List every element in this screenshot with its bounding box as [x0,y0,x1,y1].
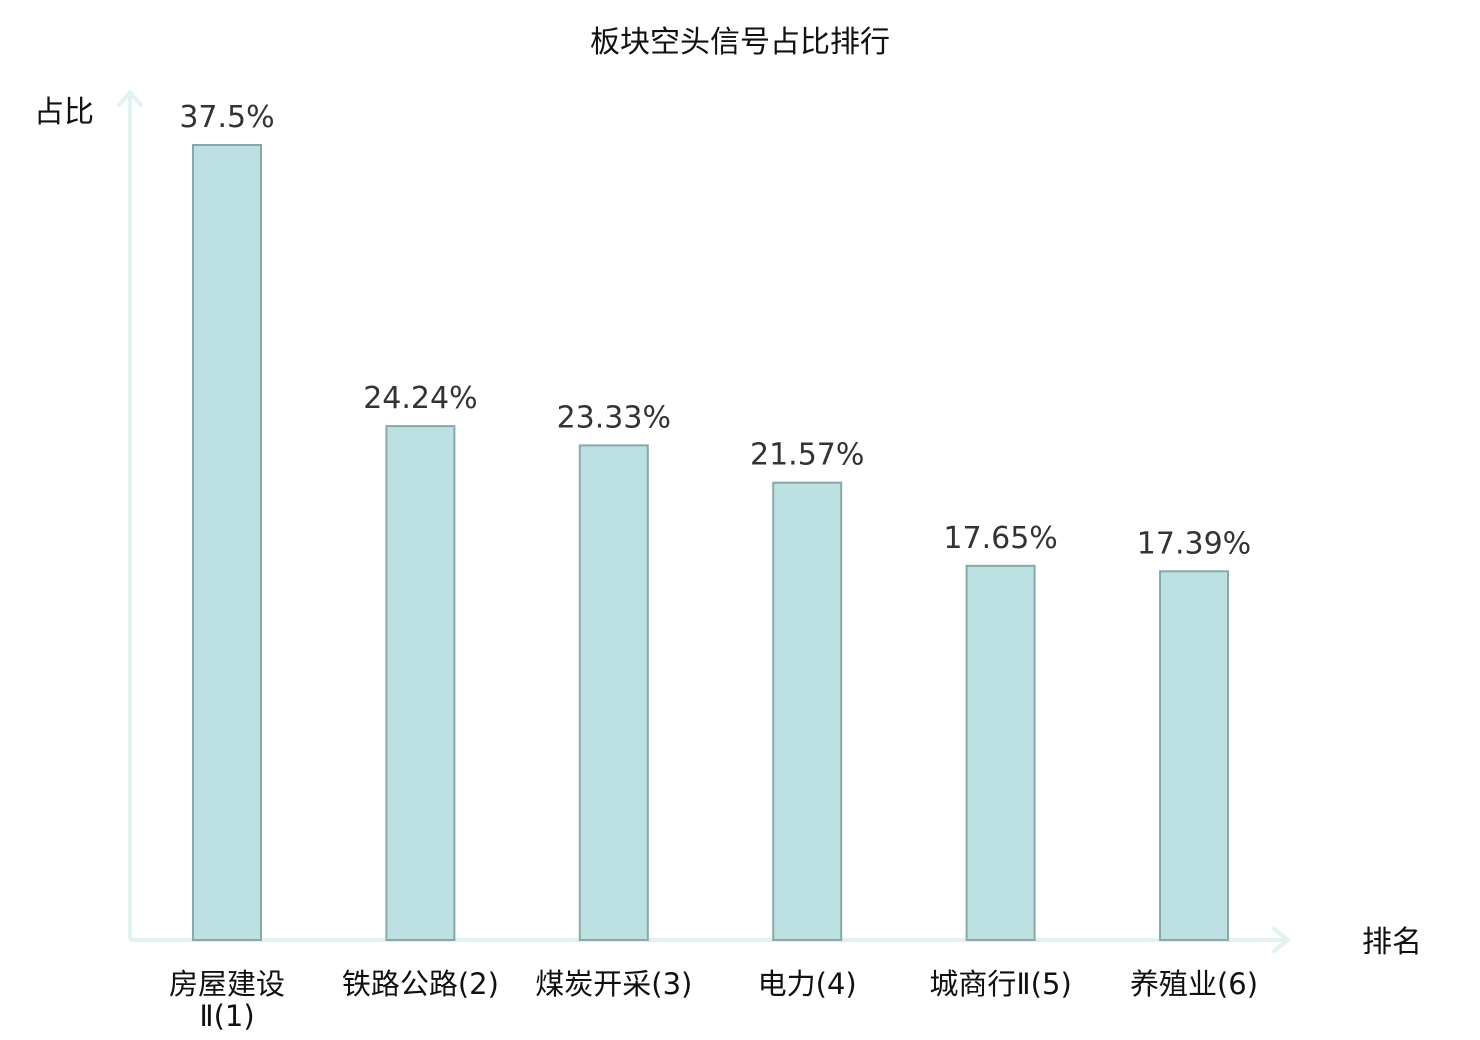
x-tick-label: 电力(4) [758,967,857,1001]
bar [385,425,456,942]
x-tick-label: 铁路公路(2) [342,967,499,1001]
x-tick-label: 养殖业(6) [1130,967,1258,1001]
bars-group: 37.5% 房屋建设 Ⅱ(1) 24.24% 铁路公路(2) 23.33% 煤炭开采(3) 2… [169,100,1258,1033]
x-axis-label: 排名 [1362,925,1422,960]
chart-title: 板块空头信号占比排行 [590,25,890,60]
bar [772,481,843,941]
x-tick-label: 房屋建设 Ⅱ(1) [169,967,285,1033]
x-tick-label: 煤炭开采(3) [535,967,692,1001]
value-label: 24.24% [363,381,477,416]
value-label: 23.33% [557,400,671,435]
value-label: 17.65% [943,521,1057,556]
bar [578,444,649,941]
bar [965,564,1036,941]
bar [1159,570,1229,941]
x-axis-arrow [1272,927,1290,953]
value-label: 17.39% [1137,526,1251,561]
value-label: 21.57% [750,438,864,473]
bar [192,144,262,941]
value-label: 37.5% [179,100,274,135]
y-axis-label: 占比 [34,95,94,130]
x-tick-label: 城商行Ⅱ(5) [929,967,1071,1001]
y-axis-arrow [117,90,143,107]
